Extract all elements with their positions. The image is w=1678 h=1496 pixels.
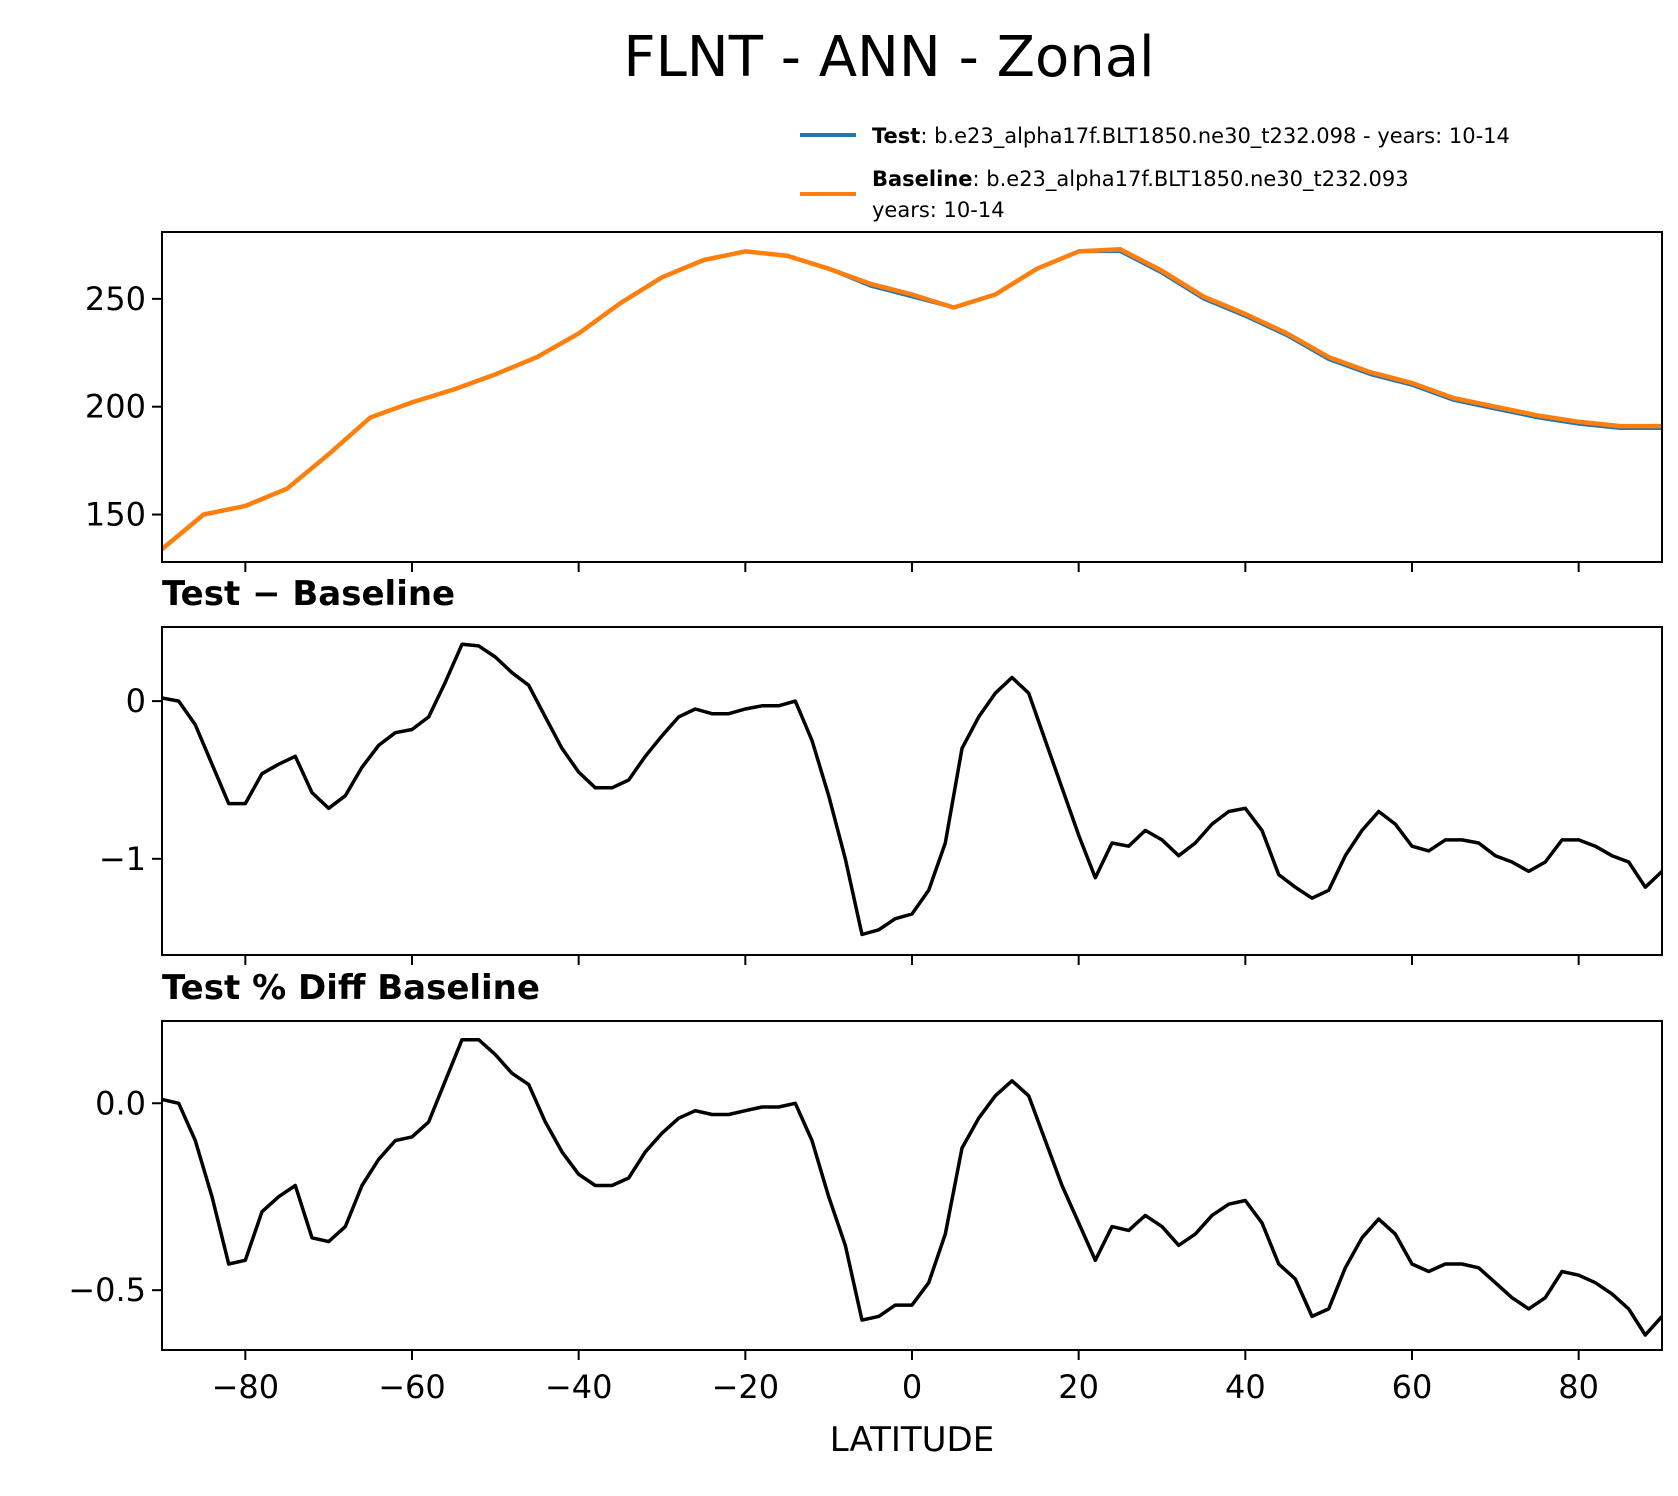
x-tick-label: 60 [1392,1368,1433,1406]
x-tick-label: 80 [1558,1368,1599,1406]
x-tick-label: −80 [212,1368,280,1406]
y-tick-label: 150 [85,496,146,534]
series-line-baseline [162,247,1662,551]
y-tick-label: 250 [85,280,146,318]
x-tick-label: −20 [712,1368,780,1406]
y-tick-label: −0.5 [68,1271,146,1309]
legend: Test: b.e23_alpha17f.BLT1850.ne30_t232.0… [800,124,1510,222]
series-line-diff [162,642,1662,937]
axes-frame [161,626,1663,956]
panel-percent-difference: Test % Diff Baseline 0.0 −0.5 −80 −60 −40 −20 0… [68,968,1663,1460]
legend-baseline-label: Baseline [872,167,973,191]
panel-difference: Test − Baseline 0 −1 [99,574,1663,965]
x-tick-label: −40 [545,1368,613,1406]
y-tick-label: 200 [85,388,146,426]
x-axis-label: LATITUDE [830,1420,994,1460]
legend-test-text: : b.e23_alpha17f.BLT1850.ne30_t232.098 -… [920,124,1510,149]
x-tick-label: 0 [902,1368,922,1406]
panel-title-difference: Test − Baseline [162,574,455,614]
legend-test-entry: Test: b.e23_alpha17f.BLT1850.ne30_t232.0… [872,124,1510,149]
y-tick-label: 0.0 [95,1084,146,1122]
figure-title: FLNT - ANN - Zonal [623,25,1154,90]
legend-baseline-text: : b.e23_alpha17f.BLT1850.ne30_t232.093 [973,167,1409,192]
x-tick-label: 20 [1058,1368,1099,1406]
axes-frame [161,231,1663,563]
axes-frame [161,1020,1663,1351]
legend-test-label: Test [872,124,920,148]
y-tick-label: 0 [126,682,146,720]
x-tick-label: −60 [378,1368,446,1406]
legend-baseline-entry: Baseline: b.e23_alpha17f.BLT1850.ne30_t2… [872,167,1409,192]
panel-zonal-mean: 150 200 250 [85,231,1663,572]
legend-baseline-text2: years: 10-14 [872,198,1005,222]
y-tick-label: −1 [99,840,146,878]
series-line-diff [162,1037,1662,1337]
x-tick-label: 40 [1225,1368,1266,1406]
panel-title-percent-difference: Test % Diff Baseline [162,968,540,1008]
